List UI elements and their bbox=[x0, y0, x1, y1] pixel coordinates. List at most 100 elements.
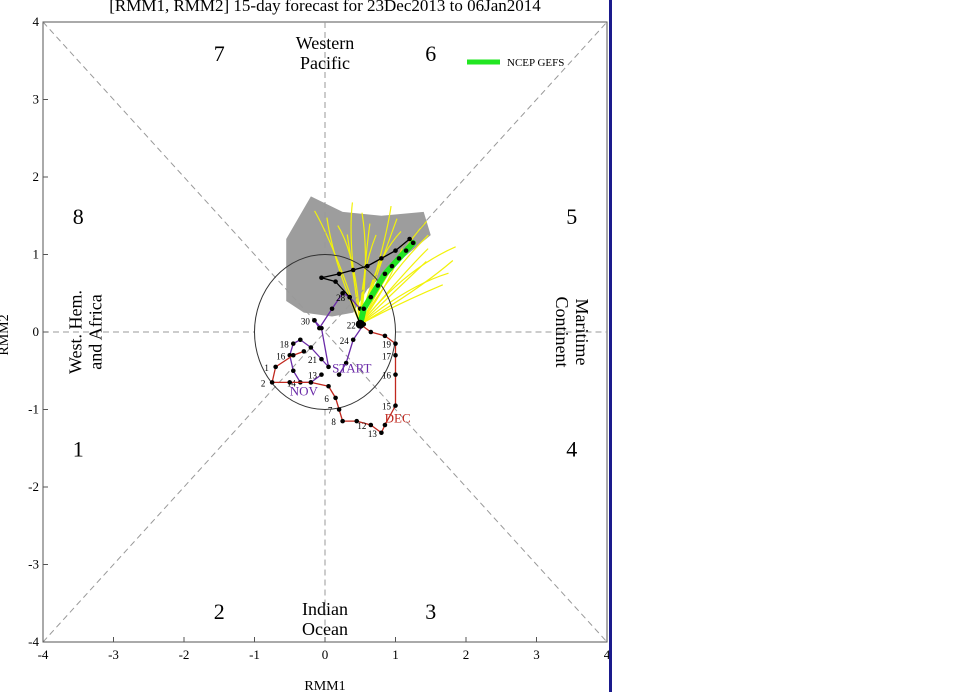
y-tick-label: -1 bbox=[28, 402, 39, 417]
region-label: MaritimeContinent bbox=[552, 297, 592, 368]
series-point bbox=[301, 349, 307, 354]
series-tag: NOV bbox=[290, 384, 319, 399]
phase-label: 3 bbox=[425, 599, 436, 624]
series-point bbox=[382, 333, 388, 339]
region-label-line: and Africa bbox=[85, 294, 105, 369]
y-tick-label: 2 bbox=[33, 169, 40, 184]
series-point bbox=[361, 306, 367, 312]
x-tick-label: 1 bbox=[392, 647, 399, 662]
series-group: 13141618213028242219171615131287621NOVST… bbox=[261, 236, 417, 439]
series-point bbox=[273, 364, 278, 370]
region-label-line: Ocean bbox=[302, 619, 348, 639]
series-point bbox=[368, 329, 374, 335]
phase-label: 4 bbox=[566, 436, 577, 461]
phase-label: 2 bbox=[214, 599, 225, 624]
series-point bbox=[340, 418, 345, 424]
series-point bbox=[290, 352, 296, 358]
day-label: 18 bbox=[280, 340, 290, 350]
phase-guides bbox=[42, 21, 608, 643]
day-label: 16 bbox=[382, 371, 392, 381]
phase-label: 1 bbox=[73, 436, 84, 461]
day-label: 15 bbox=[382, 402, 392, 412]
day-label: 22 bbox=[347, 320, 356, 330]
day-label: 17 bbox=[382, 351, 392, 361]
day-label: 24 bbox=[340, 336, 350, 346]
series-point bbox=[336, 407, 342, 412]
series-point bbox=[410, 240, 416, 246]
series-point bbox=[365, 263, 370, 269]
chart-title: [RMM1, RMM2] 15-day forecast for 23Dec20… bbox=[109, 0, 541, 15]
region-label-line: Continent bbox=[552, 297, 572, 368]
series-point bbox=[393, 341, 398, 346]
day-label: 21 bbox=[308, 355, 317, 365]
region-label-line: Maritime bbox=[572, 299, 592, 366]
series-point bbox=[317, 325, 322, 331]
ensemble-line bbox=[359, 272, 449, 325]
day-label: 7 bbox=[328, 406, 333, 416]
series-point bbox=[312, 318, 317, 323]
frame-border bbox=[609, 0, 612, 692]
region-label: Western Pacific bbox=[296, 33, 355, 73]
start-marker bbox=[355, 319, 365, 329]
y-tick-label: 1 bbox=[33, 247, 40, 262]
y-tick-label: -4 bbox=[28, 634, 39, 649]
series-point bbox=[389, 263, 395, 269]
series-point bbox=[308, 380, 314, 385]
ensemble-line bbox=[359, 248, 429, 325]
series-point bbox=[319, 372, 324, 377]
series-point bbox=[382, 271, 388, 277]
series-point bbox=[343, 360, 349, 366]
day-label: 2 bbox=[261, 378, 266, 388]
series-point bbox=[368, 294, 374, 300]
day-label: 28 bbox=[336, 293, 346, 303]
series-point bbox=[269, 380, 275, 385]
unit-circle bbox=[254, 254, 396, 410]
series-point bbox=[333, 395, 338, 401]
series-point bbox=[308, 345, 314, 350]
day-label: 6 bbox=[324, 394, 329, 404]
x-tick-label: 0 bbox=[322, 647, 329, 662]
y-tick-label: -2 bbox=[28, 479, 39, 494]
series-point bbox=[368, 422, 374, 428]
ensemble-line bbox=[359, 260, 427, 325]
day-label: 12 bbox=[357, 421, 366, 431]
series-point bbox=[326, 364, 331, 370]
y-axis-label: RMM2 bbox=[0, 314, 12, 355]
series-point bbox=[350, 337, 356, 343]
series-tag: DEC bbox=[385, 411, 411, 426]
series-point bbox=[382, 422, 388, 428]
x-tick-label: -2 bbox=[179, 647, 190, 662]
series-point bbox=[407, 236, 412, 242]
ensemble-line bbox=[359, 234, 429, 325]
x-tick-label: -1 bbox=[249, 647, 260, 662]
phase-label: 8 bbox=[73, 204, 84, 229]
series-line bbox=[320, 238, 411, 325]
series-point bbox=[340, 290, 345, 296]
series-point bbox=[396, 256, 402, 261]
ensemble-line bbox=[359, 244, 404, 325]
series-point bbox=[336, 372, 342, 377]
region-label-line: West. Hem. bbox=[65, 290, 85, 374]
day-label: 19 bbox=[382, 340, 392, 350]
y-tick-label: 3 bbox=[33, 92, 40, 107]
series-point bbox=[393, 403, 398, 408]
day-label: 16 bbox=[276, 351, 286, 361]
series-point bbox=[393, 352, 398, 358]
series-point bbox=[290, 368, 296, 374]
series-point bbox=[326, 383, 331, 389]
region-labels: Western Pacific Indian Ocean West. Hem.and A… bbox=[65, 33, 591, 639]
series-point bbox=[403, 248, 409, 253]
series-point bbox=[319, 275, 324, 281]
x-tick-label: -4 bbox=[38, 647, 49, 662]
series-point bbox=[336, 271, 342, 277]
phase-label: 5 bbox=[566, 204, 577, 229]
legend-label: NCEP GEFS bbox=[507, 57, 564, 69]
series-point bbox=[350, 267, 356, 273]
series-point bbox=[393, 372, 398, 377]
x-tick-label: -3 bbox=[108, 647, 119, 662]
phase-label: 7 bbox=[214, 41, 225, 66]
region-label-line: Indian bbox=[302, 599, 348, 619]
y-tick-label: 4 bbox=[33, 14, 40, 29]
series-point bbox=[375, 283, 381, 288]
